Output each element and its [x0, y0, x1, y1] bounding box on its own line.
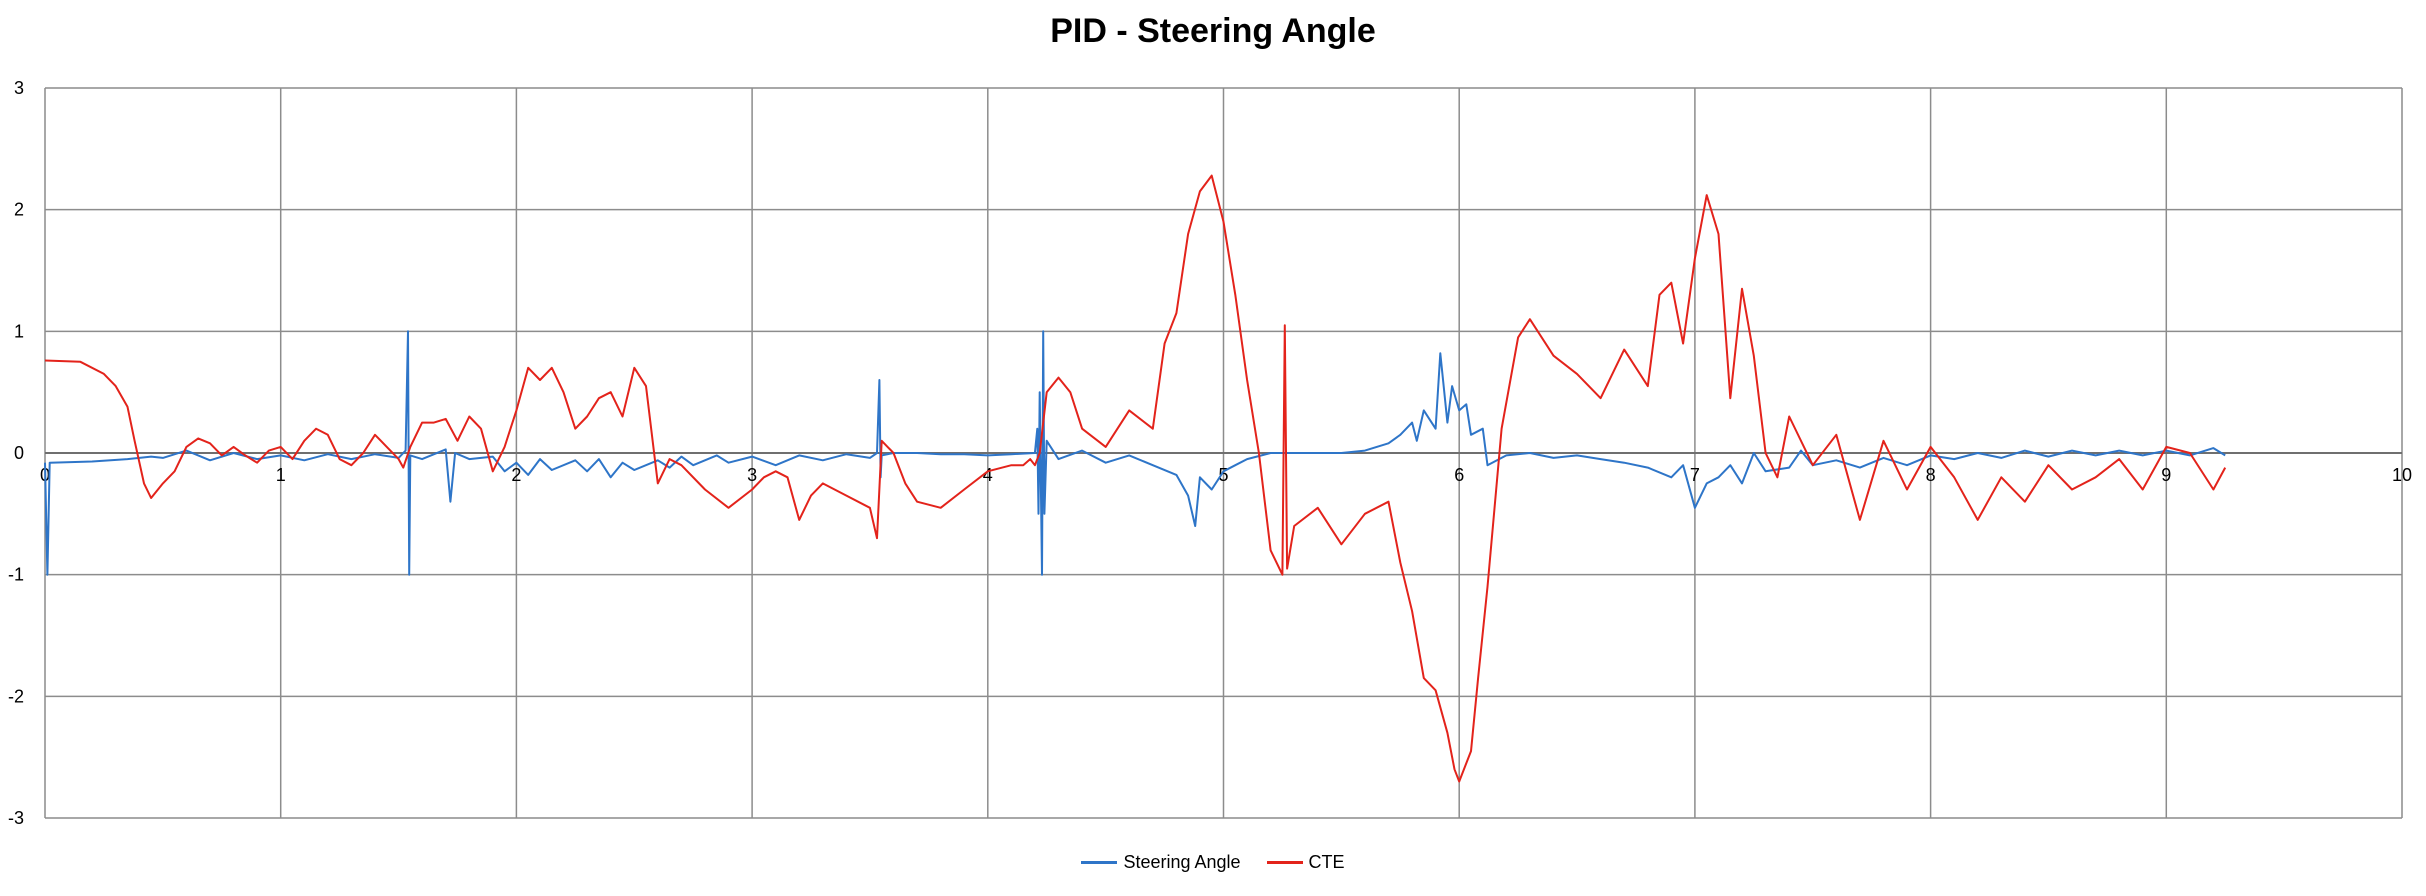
- legend-item-cte: CTE: [1266, 852, 1345, 873]
- chart-title: PID - Steering Angle: [1050, 12, 1376, 50]
- y-tick-label: 2: [14, 200, 24, 220]
- series-line-cte: [44, 174, 2227, 783]
- y-tick-label: -2: [8, 686, 24, 706]
- y-tick-label: 1: [14, 321, 24, 341]
- x-tick-label: 3: [747, 465, 757, 485]
- legend: Steering Angle CTE: [0, 852, 2426, 873]
- x-tick-label: 8: [1926, 465, 1936, 485]
- legend-label-cte: CTE: [1308, 852, 1345, 872]
- x-tick-label: 6: [1454, 465, 1464, 485]
- y-tick-label: 3: [14, 78, 24, 98]
- legend-swatch-steering-angle: [1081, 861, 1118, 864]
- legend-swatch-cte: [1266, 861, 1303, 864]
- y-tick-label: -1: [8, 565, 24, 585]
- x-tick-label: 4: [983, 465, 993, 485]
- legend-label-steering-angle: Steering Angle: [1123, 852, 1241, 872]
- x-tick-label: 9: [2161, 465, 2171, 485]
- y-tick-label: -3: [8, 808, 24, 828]
- x-tick-label: 7: [1690, 465, 1700, 485]
- x-tick-label: 10: [2392, 465, 2412, 485]
- y-tick-label: 0: [14, 443, 24, 463]
- x-tick-label: 5: [1218, 465, 1228, 485]
- x-tick-label: 2: [511, 465, 521, 485]
- series-line-steering-angle: [44, 330, 2226, 576]
- legend-item-steering-angle: Steering Angle: [1081, 852, 1241, 873]
- x-tick-label: 1: [276, 465, 286, 485]
